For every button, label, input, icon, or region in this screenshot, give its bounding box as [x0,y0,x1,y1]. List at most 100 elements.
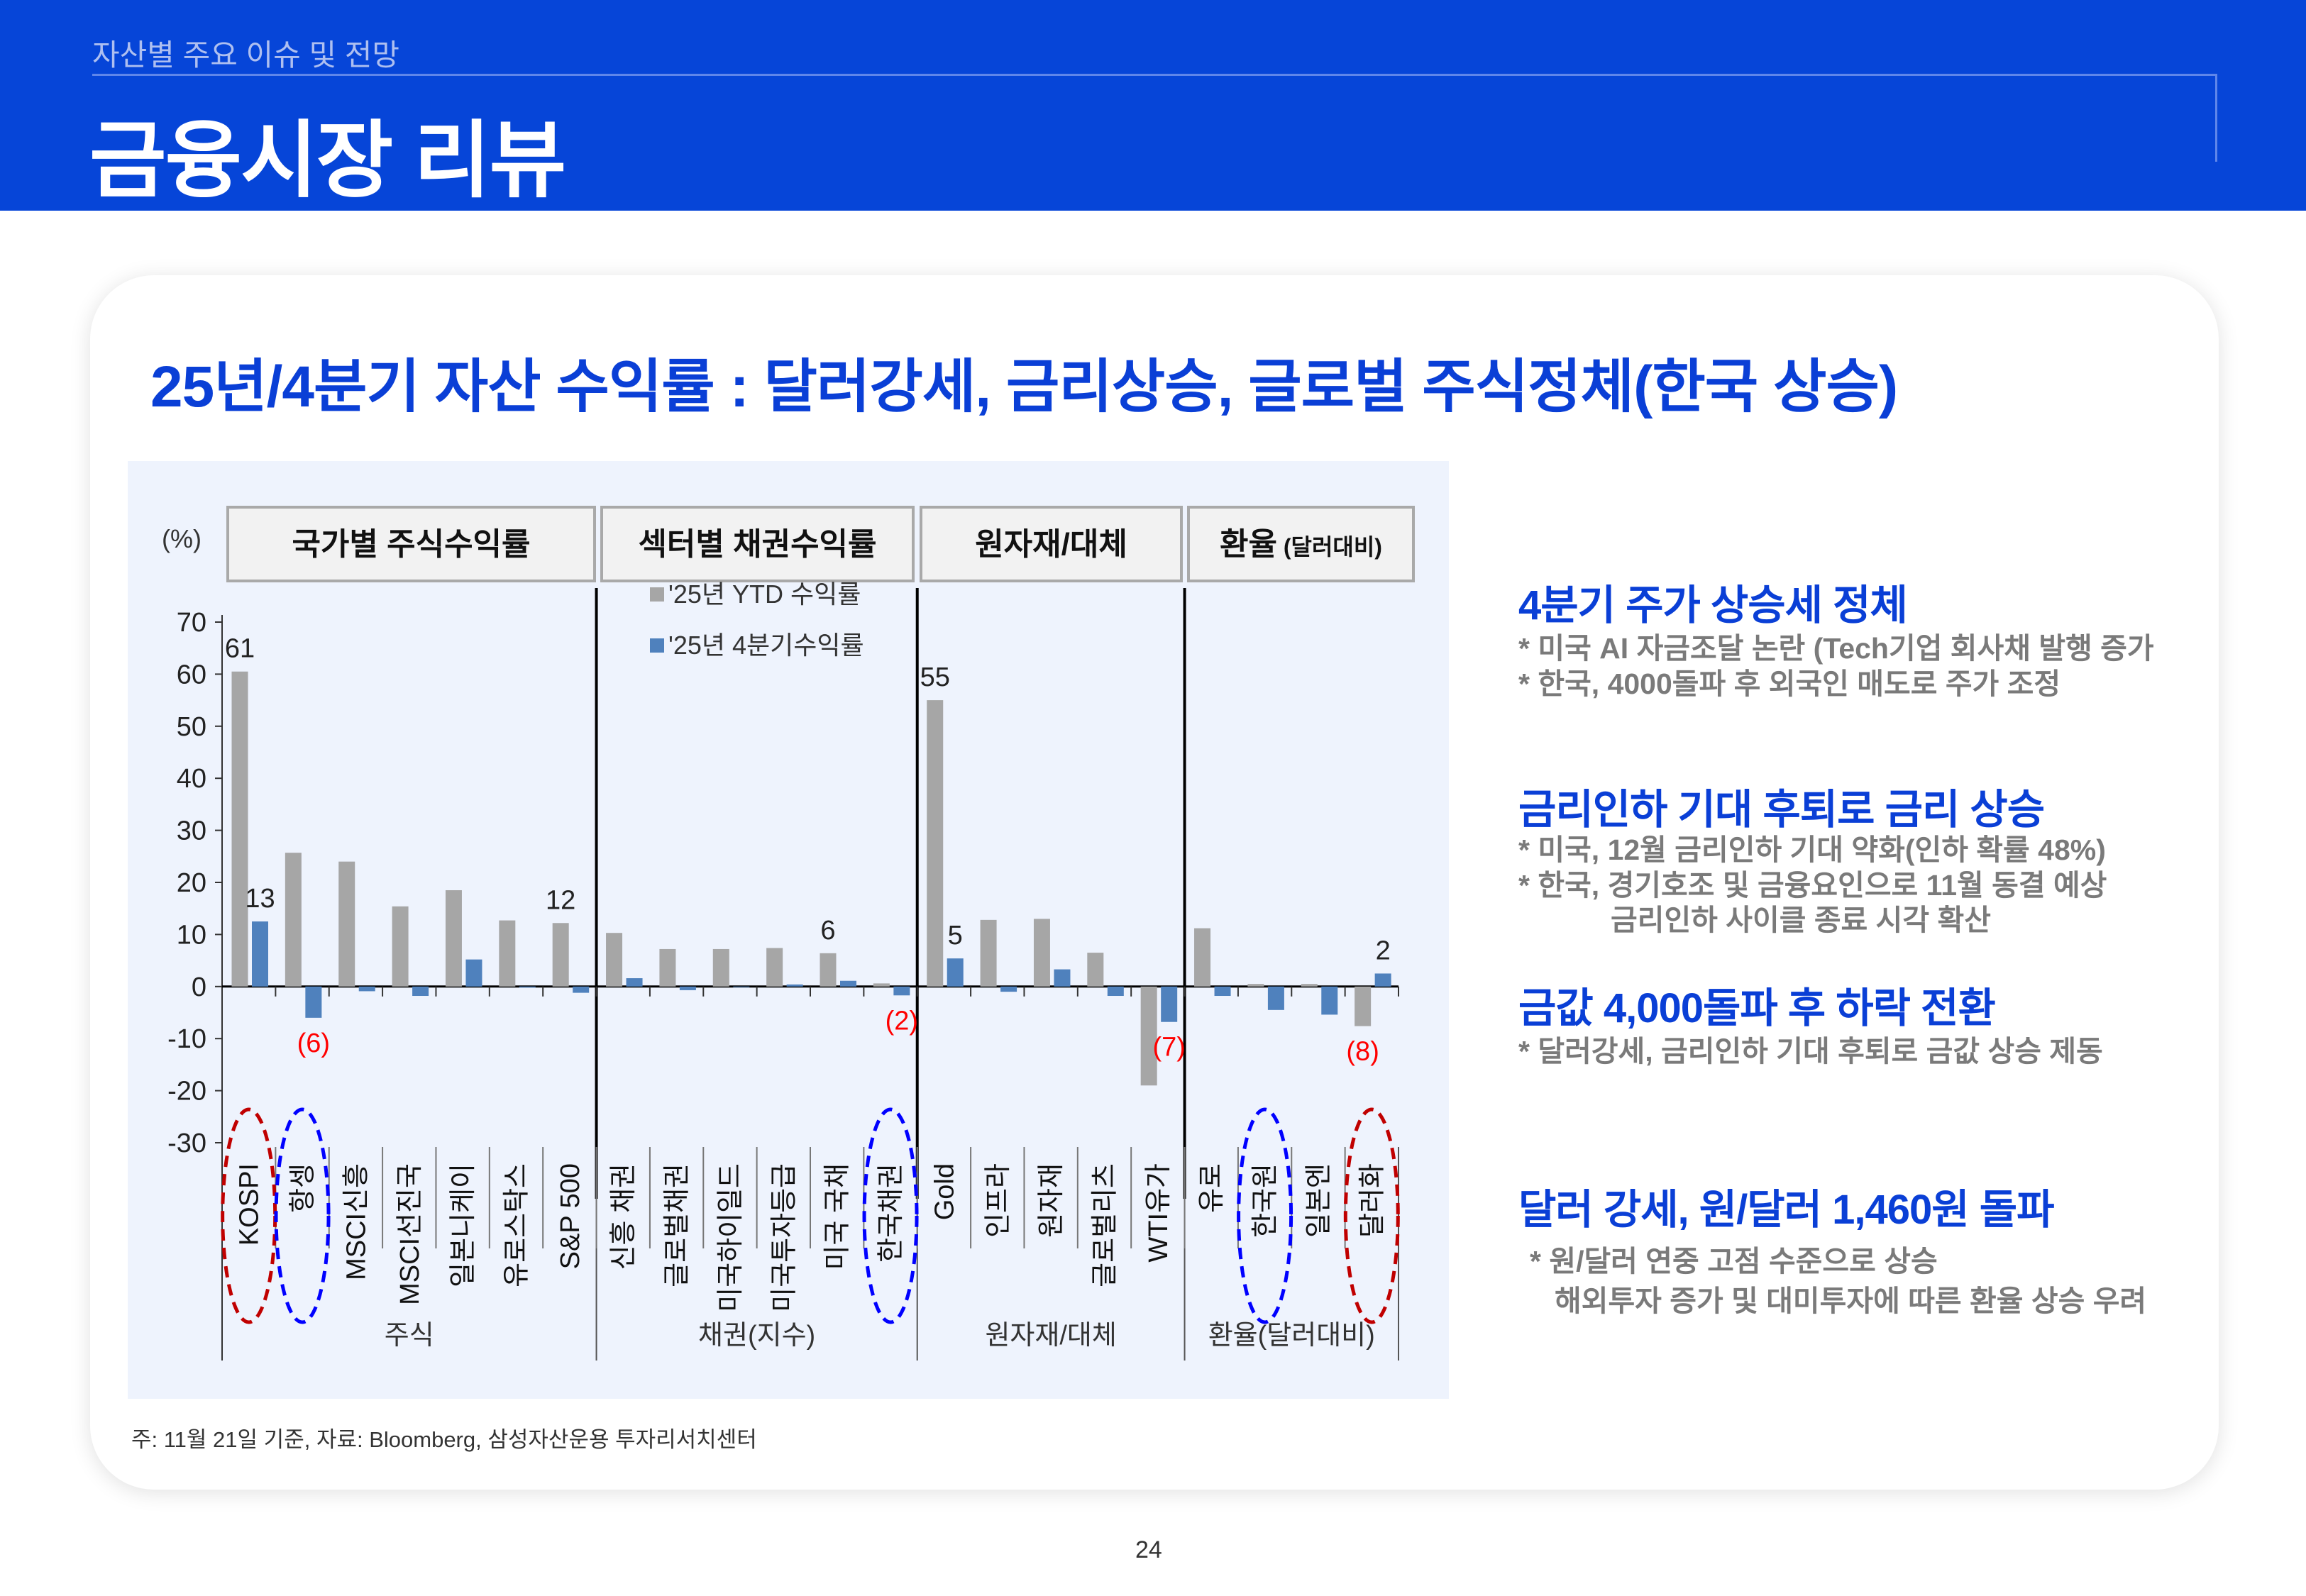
bar-ytd [712,948,729,987]
insight-title: 금리인하 기대 후퇴로 금리 상승 [1518,787,2045,833]
category-label: 일본니케이 [448,1163,478,1287]
y-tick-label: 50 [177,712,206,742]
data-label: 13 [245,884,275,914]
category-label: 미국투자등급 [769,1163,799,1312]
category-label: KOSPI [235,1163,265,1246]
bar-q4 [893,986,910,996]
category-label: 한국채권 [876,1163,906,1263]
bar-q4 [412,986,429,997]
y-tick-label: -20 [167,1077,206,1107]
category-label: WTI유가 [1144,1163,1174,1263]
bar-ytd [1301,984,1318,987]
insight-line: * 미국, 12월 금리인하 기대 약화(인하 확률 48%) [1518,833,2106,866]
insight-line: * 달러강세, 금리인하 기대 후퇴로 금값 상승 제동 [1518,1035,2103,1068]
data-label: 61 [225,634,255,664]
data-label: (7) [1152,1033,1185,1063]
category-label: MSCI선진국 [395,1163,425,1305]
bar-ytd [766,948,783,987]
bar-q4 [573,986,590,993]
group-label: 환율(달러대비) [1208,1321,1375,1351]
insight-line: * 미국 AI 자금조달 논란 (Tech기업 회사채 발행 증가 [1518,632,2154,665]
bar-q4 [1161,986,1178,1022]
bar-q4 [1267,986,1284,1010]
bar-ytd [1247,984,1264,987]
legend-label: '25년 YTD 수익률 [668,580,861,609]
bar-q4 [1107,986,1124,997]
header-box [226,506,596,582]
y-tick-label: 30 [177,816,206,846]
insight-title: 금값 4,000돌파 후 하락 전환 [1518,985,1996,1031]
insight-line: * 한국, 4000돌파 후 외국인 매도로 주가 조정 [1518,667,2061,700]
bar-ytd [820,953,837,987]
bar-q4 [840,980,856,987]
data-label: (2) [886,1006,918,1036]
y-tick-label: 70 [177,608,206,638]
legend-swatch [650,587,664,602]
bar-ytd [1355,986,1372,1026]
category-label: 유로 [1197,1163,1227,1213]
insight-title: 4분기 주가 상승세 정체 [1518,582,1908,628]
category-label: 한국원 [1251,1163,1281,1238]
returns-bar-chart: 국가별 주식수익률 섹터별 채권수익률 원자재/대체 환율 (달러대비)(%)7060… [162,506,1415,1361]
insight-line: * 한국, 경기호조 및 금융요인으로 11월 동결 예상 [1518,869,2107,902]
category-label: 일본엔 [1304,1163,1334,1238]
header-divider [92,74,2217,76]
page-title: 금융시장 리뷰 [89,114,566,208]
main-heading: 25년/4분기 자산 수익률 : 달러강세, 금리상승, 글로벌 주식정체(한국… [150,355,1898,419]
footnote: 주: 11월 21일 기준, 자료: Bloomberg, 삼성자산운용 투자리… [131,1427,757,1452]
bar-ytd [552,923,569,987]
bar-ytd [445,890,462,987]
bar-ytd [1087,953,1104,987]
category-label: 유로스탁스 [502,1163,532,1287]
category-label: Gold [929,1163,959,1220]
bar-ytd [231,671,248,987]
header-box [1187,506,1415,582]
unit-label: (%) [162,524,202,553]
category-label: MSCI신흥 [341,1163,371,1280]
bar-ytd [659,948,676,987]
group-label: 원자재/대체 [985,1321,1116,1351]
bar-ytd [499,920,516,987]
bar-ytd [285,853,302,987]
insight-line: 해외투자 증가 및 대미투자에 따른 환율 상승 우려 [1555,1285,2147,1317]
data-label: 55 [920,663,950,692]
y-tick-label: -30 [167,1129,206,1158]
bar-q4 [1374,973,1391,987]
highlight-ellipse [1343,1107,1400,1324]
data-label: 12 [546,885,575,915]
header-box-label: 환율 (달러대비) [1220,527,1382,562]
header-box-label: 국가별 주식수익률 [292,527,530,562]
bar-q4 [786,984,803,987]
bar-q4 [679,986,696,990]
highlight-ellipse [862,1107,919,1324]
header-box-label: 원자재/대체 [975,527,1127,562]
bar-ytd [392,906,409,987]
y-tick-label: -10 [167,1024,206,1054]
page-number: 24 [1135,1536,1162,1563]
chart-panel: 국가별 주식수익률 섹터별 채권수익률 원자재/대체 환율 (달러대비) (%) 70 60… [128,461,1449,1399]
bar-ytd [606,933,623,987]
y-tick-label: 0 [192,972,206,1002]
y-tick-label: 60 [177,660,206,689]
bar-ytd [1033,919,1050,987]
bar-ytd [1140,986,1157,1086]
header-band: 자산별 주요 이슈 및 전망 금융시장 리뷰 [0,0,2306,211]
bar-ytd [1194,928,1211,987]
y-tick-label: 40 [177,764,206,794]
header-box [600,506,915,582]
group-label: 채권(지수) [698,1321,815,1351]
bar-ytd [873,983,890,987]
category-label: 미국 국채 [823,1163,853,1270]
category-label: 달러화 [1357,1163,1387,1238]
bar-q4 [1054,969,1071,987]
category-label: 미국하이일드 [716,1163,746,1312]
bar-ytd [980,919,997,987]
data-label: (8) [1346,1037,1379,1067]
category-label: 글로벌채권 [663,1163,693,1287]
bar-q4 [1214,986,1231,997]
highlight-ellipse [1237,1107,1293,1324]
header-box [920,506,1183,582]
bar-q4 [947,958,964,987]
bar-q4 [1321,986,1338,1015]
bar-q4 [465,959,482,987]
